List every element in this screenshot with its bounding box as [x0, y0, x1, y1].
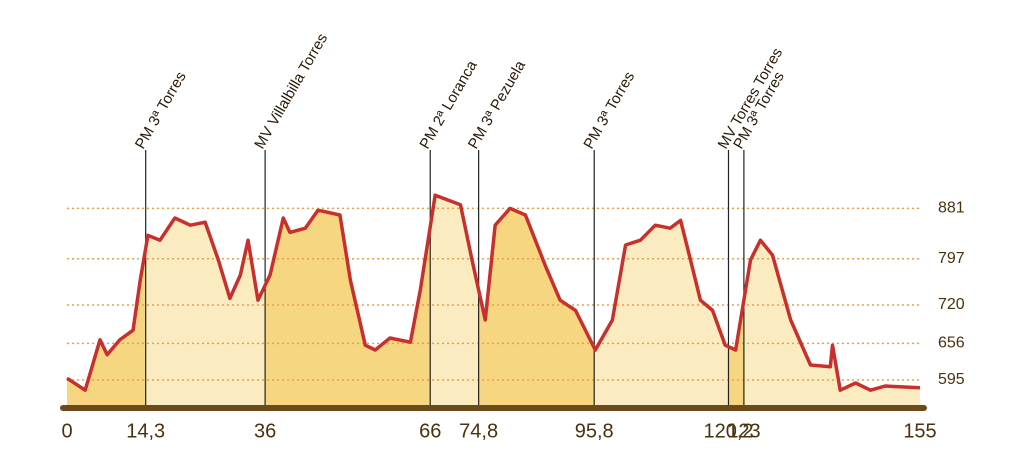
- y-tick-label: 720: [938, 296, 965, 313]
- area-band: [594, 195, 729, 407]
- x-tick-label: 14,3: [126, 420, 165, 442]
- x-tick-label: 155: [903, 420, 936, 442]
- y-tick-label: 797: [938, 250, 965, 267]
- climb-label: MV Villalbilla Torres: [251, 31, 331, 152]
- y-tick-label: 656: [938, 335, 965, 352]
- area-band: [145, 195, 266, 407]
- x-tick-label: 120,2: [703, 420, 753, 442]
- x-tick-label: 0: [61, 420, 72, 442]
- y-tick-label: 881: [938, 200, 965, 217]
- x-tick-label: 74,8: [459, 420, 498, 442]
- climb-label: PM 3ª Torres: [580, 69, 638, 152]
- y-tick-label: 595: [938, 371, 965, 388]
- area-fill: [67, 195, 920, 407]
- x-tick-label: 123: [727, 420, 760, 442]
- area-band: [478, 195, 595, 407]
- area-band: [67, 195, 146, 407]
- climb-label: PM 3ª Torres: [132, 69, 190, 152]
- x-tick-label: 36: [254, 420, 276, 442]
- x-tick-label: 66: [419, 420, 441, 442]
- profile-line: [66, 193, 921, 392]
- area-band: [728, 195, 744, 407]
- x-tick-label: 95,8: [575, 420, 614, 442]
